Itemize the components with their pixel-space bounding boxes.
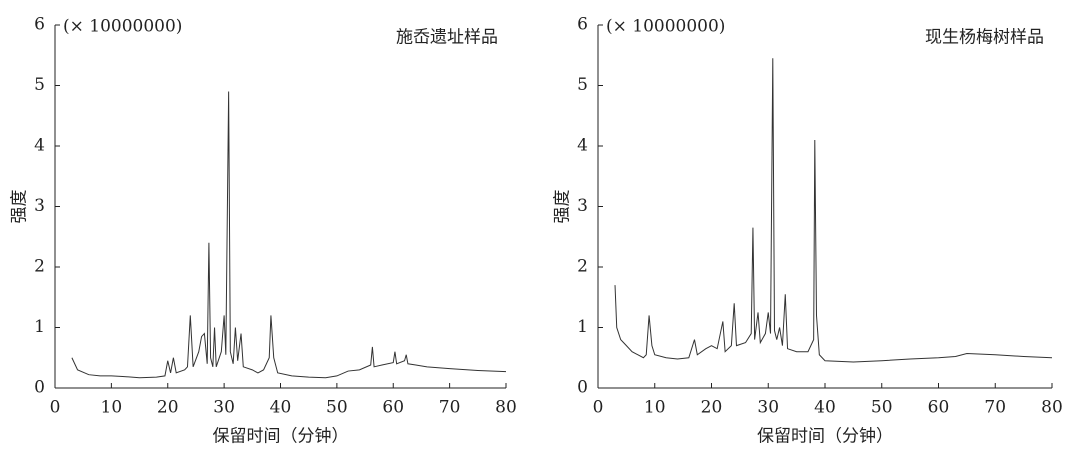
x-tick-label: 80: [495, 398, 517, 418]
x-tick-label: 40: [270, 398, 292, 418]
multiplier-annotation: (× 10000000): [63, 17, 182, 37]
y-tick-label: 5: [34, 75, 45, 95]
panel-title: 现生杨梅树样品: [925, 28, 1044, 48]
x-tick-label: 30: [757, 398, 779, 418]
y-tick-label: 5: [577, 75, 588, 95]
y-axis-label: 强度: [10, 190, 30, 224]
y-tick-label: 6: [577, 15, 588, 35]
x-tick-label: 50: [326, 398, 348, 418]
x-tick-label: 40: [814, 398, 836, 418]
panel-title: 施岙遗址样品: [396, 28, 498, 48]
x-tick-label: 10: [644, 398, 666, 418]
x-tick-label: 0: [50, 398, 61, 418]
x-tick-label: 70: [439, 398, 461, 418]
x-tick-label: 60: [928, 398, 950, 418]
x-tick-label: 60: [382, 398, 404, 418]
y-tick-label: 1: [34, 317, 45, 337]
y-tick-label: 2: [34, 257, 45, 277]
x-tick-label: 50: [871, 398, 893, 418]
chromatogram-line: [71, 91, 507, 379]
y-tick-label: 0: [34, 378, 45, 398]
y-tick-label: 4: [577, 136, 588, 156]
y-tick-label: 6: [34, 15, 45, 35]
x-tick-label: 0: [593, 398, 604, 418]
y-tick-label: 4: [34, 136, 45, 156]
multiplier-annotation: (× 10000000): [606, 17, 725, 37]
y-axis-label: 强度: [553, 190, 573, 224]
x-tick-label: 20: [701, 398, 723, 418]
x-tick-label: 10: [101, 398, 123, 418]
chromatogram-line: [614, 58, 1053, 363]
y-tick-label: 0: [577, 378, 588, 398]
x-axis-label: 保留时间（分钟）: [213, 427, 349, 447]
x-tick-label: 70: [984, 398, 1006, 418]
y-tick-label: 3: [577, 196, 588, 216]
x-tick-label: 20: [157, 398, 179, 418]
y-tick-label: 2: [577, 257, 588, 277]
x-tick-label: 80: [1041, 398, 1063, 418]
y-tick-label: 3: [34, 196, 45, 216]
x-tick-label: 30: [213, 398, 235, 418]
y-tick-label: 1: [577, 317, 588, 337]
x-axis-label: 保留时间（分钟）: [757, 427, 893, 447]
